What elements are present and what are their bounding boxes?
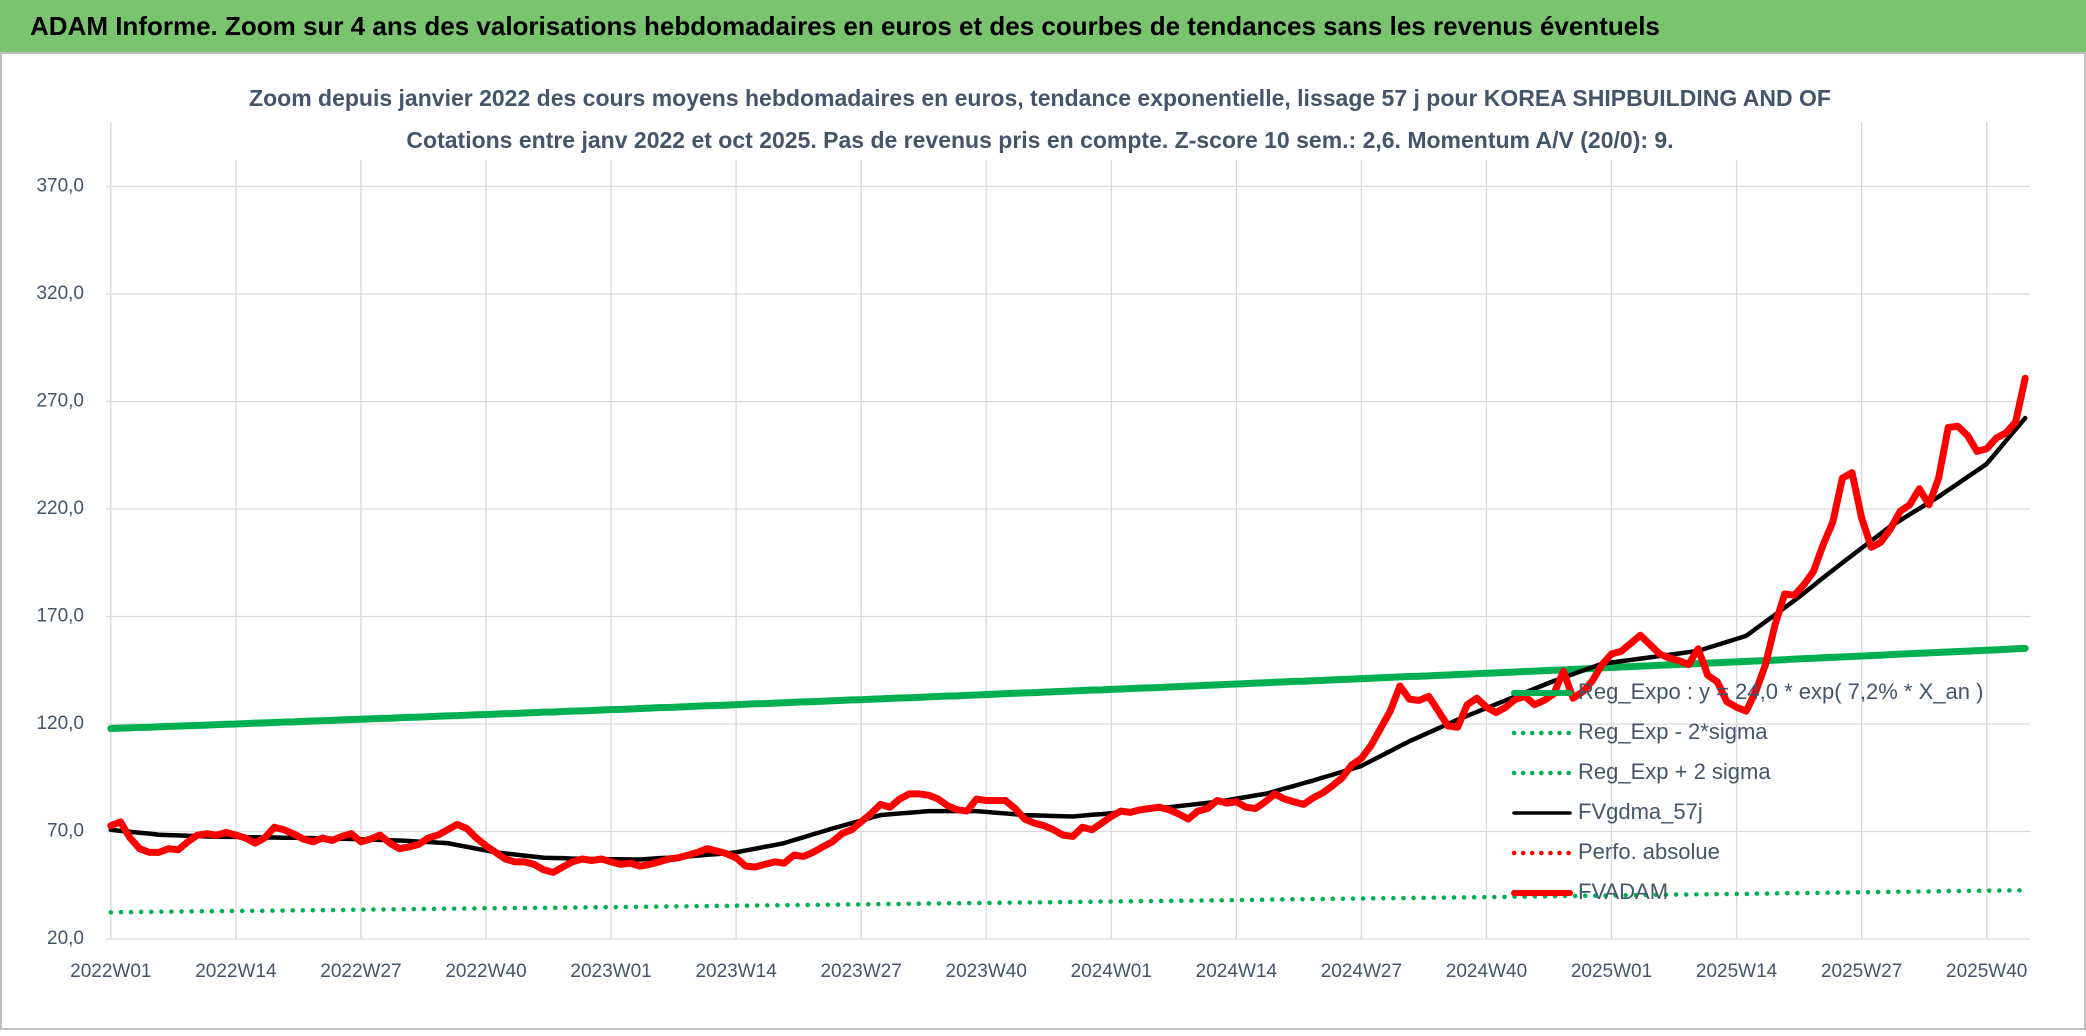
x-tick-label: 2023W27 [820,961,901,982]
series-line [108,887,2028,915]
legend-label: Reg_Exp + 2 sigma [1578,759,1771,784]
legend-label: Reg_Expo : y = 24,0 * exp( 7,2% * X_an ) [1578,679,1983,704]
header-bar [0,0,2086,53]
x-tick-label: 2024W40 [1446,961,1527,982]
y-tick-label: 20,0 [47,928,84,949]
x-tick-label: 2024W27 [1321,961,1402,982]
legend-label: Perfo. absolue [1578,839,1720,864]
title-backdrop [230,84,1850,160]
x-tick-label: 2025W27 [1821,961,1902,982]
y-tick-label: 70,0 [47,821,84,842]
x-tick-label: 2022W14 [195,961,277,982]
x-tick-label: 2022W27 [320,961,401,982]
y-tick-label: 220,0 [36,498,84,519]
x-tick-label: 2023W01 [570,961,651,982]
x-tick-label: 2022W01 [70,961,151,982]
x-tick-label: 2024W14 [1196,961,1278,982]
x-tick-label: 2025W40 [1946,961,2027,982]
chart-title: Zoom depuis janvier 2022 des cours moyen… [249,85,1831,111]
y-tick-label: 170,0 [36,606,84,627]
x-tick-label: 2023W14 [695,961,777,982]
chart-subtitle: Cotations entre janv 2022 et oct 2025. P… [406,127,1673,153]
series-line [108,415,2028,862]
y-tick-label: 270,0 [36,391,84,412]
y-tick-label: 320,0 [36,283,84,304]
x-tick-label: 2024W01 [1071,961,1152,982]
chart-frame [0,52,2086,1030]
x-tick-label: 2025W01 [1571,961,1652,982]
y-tick-label: 120,0 [36,713,84,734]
legend-label: FVgdma_57j [1578,799,1703,824]
legend-label: Reg_Exp - 2*sigma [1578,719,1768,744]
y-tick-label: 370,0 [36,176,84,197]
header-title: ADAM Informe. Zoom sur 4 ans des valoris… [30,11,1660,41]
x-tick-label: 2022W40 [445,961,526,982]
x-tick-label: 2023W40 [946,961,1027,982]
x-tick-label: 2025W14 [1696,961,1778,982]
legend-label: FVADAM [1578,879,1668,904]
series-line [107,374,2029,876]
